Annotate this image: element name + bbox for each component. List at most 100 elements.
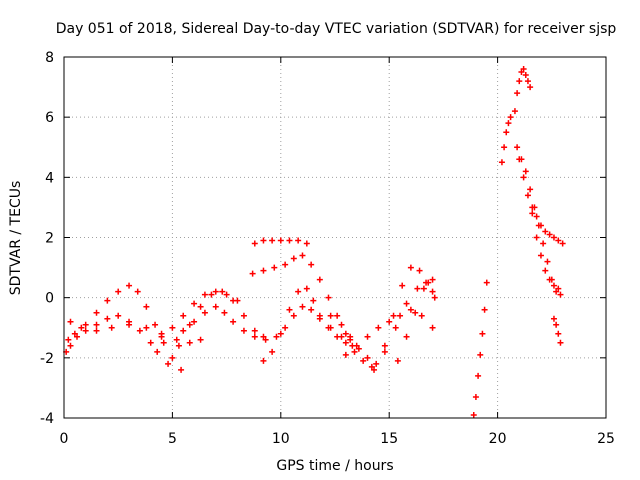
data-point: [394, 357, 401, 364]
data-point: [505, 120, 512, 127]
data-point: [533, 213, 540, 220]
data-point: [74, 333, 81, 340]
data-point: [555, 237, 562, 244]
data-point: [290, 255, 297, 262]
data-point: [429, 324, 436, 331]
data-point: [277, 330, 284, 337]
data-point: [201, 309, 208, 316]
series-arc-7: [251, 237, 310, 247]
data-point: [516, 78, 523, 85]
data-point: [503, 129, 510, 136]
data-point: [364, 333, 371, 340]
data-point: [115, 288, 122, 295]
x-tick-label: 15: [380, 431, 398, 447]
axis-ticks: 0 5 10 15 20 25 -4 -2 0 2 4 6 8: [40, 50, 615, 447]
data-point: [271, 264, 278, 271]
data-point: [286, 237, 293, 244]
data-point: [342, 330, 349, 337]
data-point: [262, 336, 269, 343]
data-point: [173, 336, 180, 343]
data-point: [310, 297, 317, 304]
data-point: [414, 285, 421, 292]
y-tick-label: 0: [45, 291, 54, 307]
data-point: [143, 303, 150, 310]
data-point: [290, 312, 297, 319]
data-point: [175, 342, 182, 349]
data-point: [316, 276, 323, 283]
data-point: [282, 324, 289, 331]
series-arc-18: [516, 156, 562, 292]
data-point: [152, 321, 159, 328]
data-point: [553, 321, 560, 328]
data-point: [555, 285, 562, 292]
data-point: [360, 357, 367, 364]
data-point: [212, 288, 219, 295]
data-point: [403, 333, 410, 340]
data-point: [295, 288, 302, 295]
data-point: [390, 312, 397, 319]
data-point: [537, 222, 544, 229]
data-point: [108, 324, 115, 331]
data-point: [143, 324, 150, 331]
data-point: [230, 318, 237, 325]
data-point: [186, 321, 193, 328]
data-point: [479, 330, 486, 337]
data-point: [169, 324, 176, 331]
data-point: [65, 336, 72, 343]
x-tick-label: 20: [489, 431, 507, 447]
data-point: [260, 267, 267, 274]
data-point: [71, 330, 78, 337]
data-point: [286, 306, 293, 313]
data-point: [403, 300, 410, 307]
data-point: [104, 315, 111, 322]
data-point: [392, 324, 399, 331]
series-arc-17: [514, 144, 564, 298]
data-point: [381, 342, 388, 349]
data-point: [160, 339, 167, 346]
data-point: [221, 309, 228, 316]
data-point: [147, 339, 154, 346]
data-point: [308, 261, 315, 268]
series-arc-9: [260, 285, 356, 364]
data-point: [501, 144, 508, 151]
data-point: [516, 156, 523, 163]
data-point: [514, 90, 521, 97]
x-tick-label: 0: [60, 431, 69, 447]
data-point: [295, 237, 302, 244]
data-point: [375, 324, 382, 331]
data-point: [180, 327, 187, 334]
data-point: [351, 348, 358, 355]
y-tick-label: -4: [40, 411, 54, 427]
data-point: [381, 348, 388, 355]
data-point: [542, 228, 549, 235]
data-point: [327, 312, 334, 319]
data-point: [371, 366, 378, 373]
data-point: [78, 324, 85, 331]
data-point: [67, 318, 74, 325]
data-point: [537, 252, 544, 259]
data-point: [251, 240, 258, 247]
data-point: [522, 168, 529, 175]
data-point: [553, 288, 560, 295]
data-point: [219, 288, 226, 295]
data-point: [416, 267, 423, 274]
data-point: [540, 240, 547, 247]
series-arc-14: [470, 279, 490, 418]
data-point: [527, 186, 534, 193]
y-tick-label: 8: [45, 50, 54, 66]
data-point: [412, 309, 419, 316]
data-point: [533, 234, 540, 241]
data-point: [518, 69, 525, 76]
data-point: [82, 327, 89, 334]
series-arc-11: [342, 306, 436, 358]
series-arc-5: [165, 288, 267, 367]
data-point: [334, 312, 341, 319]
data-point: [201, 291, 208, 298]
y-tick-label: 4: [45, 170, 54, 186]
data-point: [249, 270, 256, 277]
data-point: [299, 303, 306, 310]
data-point: [475, 372, 482, 379]
data-point: [511, 108, 518, 115]
data-point: [251, 327, 258, 334]
data-point: [514, 144, 521, 151]
